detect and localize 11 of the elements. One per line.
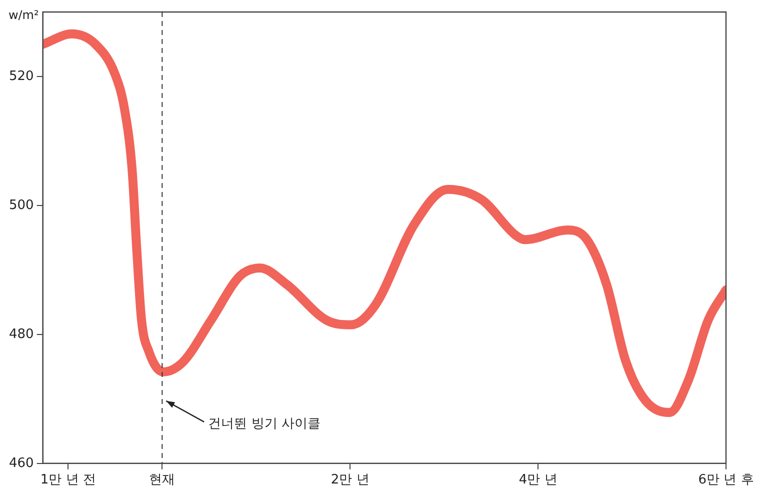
x-tick-label: 1만 년 전 [40, 472, 96, 488]
y-tick-label: 520 [8, 68, 34, 84]
y-axis-title: w/m² [8, 8, 39, 22]
x-tick-label: 4만 년 [518, 472, 558, 488]
x-tick-label: 2만 년 [330, 472, 370, 488]
annotation: 건너뛴 빙기 사이클 [208, 416, 320, 432]
y-tick-label: 460 [8, 456, 34, 471]
x-tick-label: 현재 [149, 472, 176, 488]
x-tick-label: 6만 년 후 [698, 472, 754, 488]
y-tick-label: 480 [8, 326, 34, 342]
y-tick-label: 500 [8, 198, 34, 213]
